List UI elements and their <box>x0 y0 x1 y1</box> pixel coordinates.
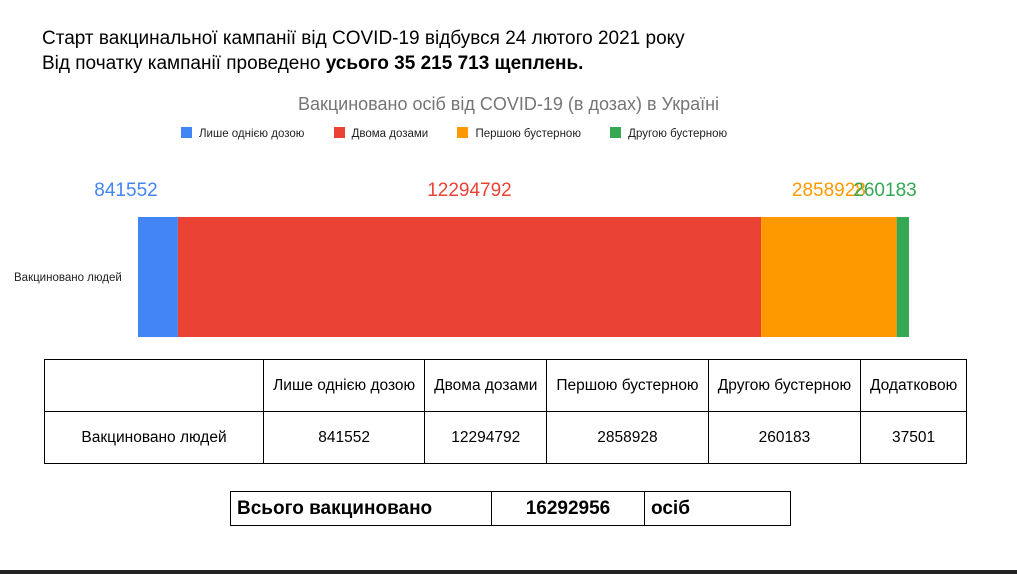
table-cell: 841552 <box>262 411 426 464</box>
total-value: 16292956 <box>491 491 645 526</box>
legend-swatch <box>333 127 345 138</box>
headline-line-2: Від початку кампанії проведено усього 35… <box>42 51 685 76</box>
vaccination-table: Лише однією дозою Двома дозами Першою бу… <box>44 359 967 464</box>
table-header-cell: Другою бустерною <box>707 359 862 412</box>
legend-item-two-doses: Двома дозами <box>333 127 429 140</box>
table-header-cell: Першою бустерною <box>546 359 709 412</box>
legend-item-single-dose: Лише однією дозою <box>181 127 304 140</box>
chart-title: Вакциновано осіб від COVID-19 (в дозах) … <box>297 94 720 114</box>
bottom-rule <box>0 570 1017 574</box>
chart-legend: Лише однією дозою Двома дозами Першою бу… <box>181 127 727 140</box>
data-label: 260183 <box>853 180 916 201</box>
data-label: 2858928 <box>792 180 866 201</box>
category-label: Вакциновано людей <box>14 272 122 284</box>
table-header-cell <box>44 359 264 412</box>
legend-item-second-booster: Другою бустерною <box>610 127 727 140</box>
bar-segment <box>177 217 762 337</box>
bar-segment <box>761 217 897 337</box>
legend-item-first-booster: Першою бустерною <box>457 127 581 140</box>
legend-swatch <box>457 127 469 138</box>
headline-line-2-prefix: Від початку кампанії проведено <box>42 53 326 74</box>
headline-line-2-bold: усього 35 215 713 щеплень. <box>325 53 584 74</box>
legend-swatch <box>181 127 192 138</box>
table-header-cell: Двома дозами <box>424 359 548 412</box>
total-table: Всього вакциновано 16292956 осіб <box>230 491 791 526</box>
legend-label: Другою бустерною <box>628 128 728 140</box>
legend-label: Першою бустерною <box>475 128 581 140</box>
headline: Старт вакцинальної кампанії від COVID-19… <box>42 26 685 76</box>
table-row-label: Вакциновано людей <box>44 411 264 464</box>
table-row: Вакциновано людей 841552 12294792 285892… <box>44 411 967 464</box>
legend-label: Двома дозами <box>351 128 429 140</box>
bar-segment <box>138 217 178 337</box>
table-cell: 2858928 <box>546 411 709 464</box>
legend-swatch <box>610 127 622 138</box>
table-header-cell: Лише однією дозою <box>262 359 426 412</box>
bar-segment <box>896 217 909 337</box>
data-label: 841552 <box>94 180 157 201</box>
table-header-row: Лише однією дозою Двома дозами Першою бу… <box>44 359 967 412</box>
total-unit: осіб <box>644 491 791 526</box>
table-cell: 12294792 <box>424 411 548 464</box>
total-row: Всього вакциновано 16292956 осіб <box>230 491 791 526</box>
table-header-cell: Додатковою <box>860 359 967 412</box>
legend-label: Лише однією дозою <box>199 128 305 140</box>
headline-line-1: Старт вакцинальної кампанії від COVID-19… <box>42 28 685 49</box>
total-label: Всього вакциновано <box>230 491 492 526</box>
table-cell: 37501 <box>860 411 967 464</box>
data-label: 12294792 <box>427 180 512 201</box>
table-cell: 260183 <box>707 411 862 464</box>
bars-layer <box>138 217 909 337</box>
